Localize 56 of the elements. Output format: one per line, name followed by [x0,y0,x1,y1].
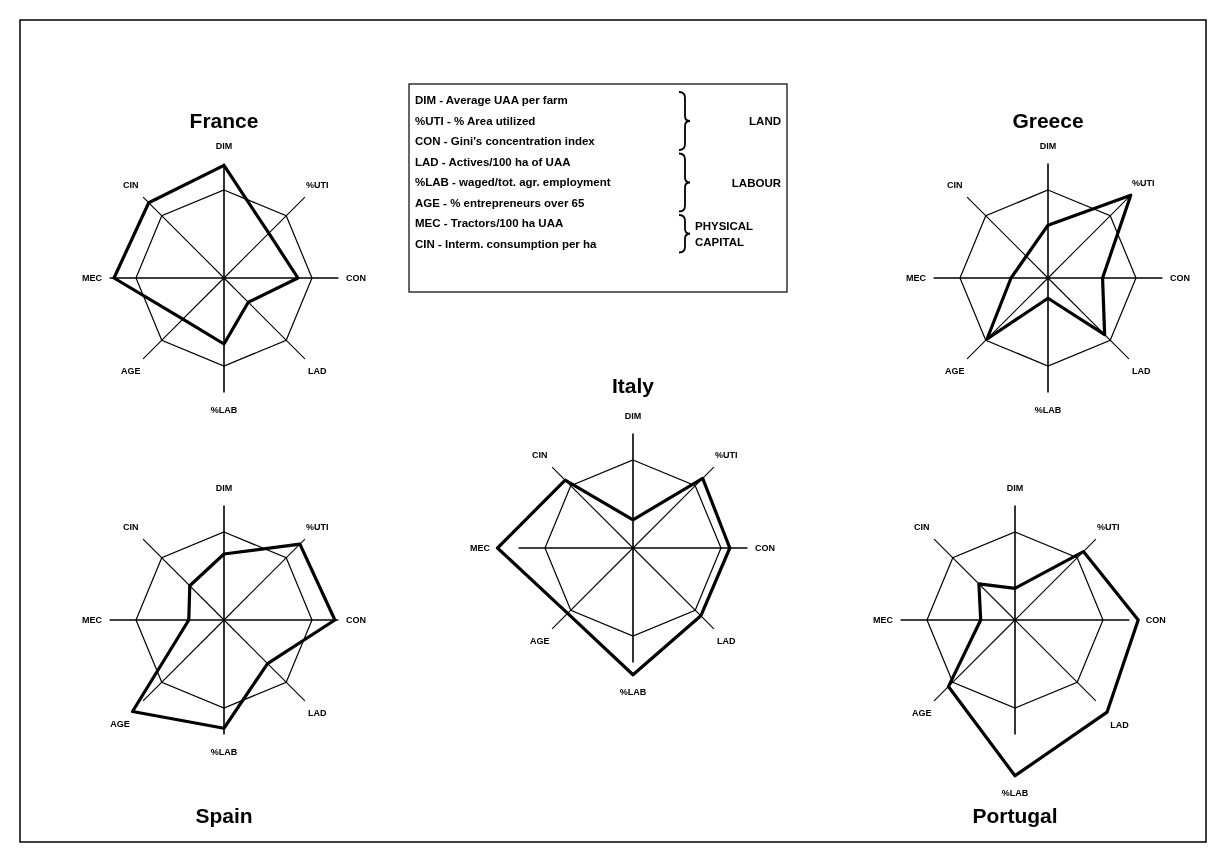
spoke-label: MEC [873,615,894,625]
spoke-label: LAD [1132,366,1152,377]
text: LABOUR [731,176,782,189]
text: CON - Gini's concentration index [415,135,596,147]
spoke-label: CON [346,615,366,625]
spoke-label: CIN [946,179,963,190]
text: LAD - Actives/100 ha of UAA [415,155,571,168]
spoke-label: LAD [717,636,737,647]
text: LAND [749,115,781,127]
spoke-label: %UTI [1131,177,1155,188]
spoke-label: MEC [82,273,103,283]
spoke-label: CON [755,543,775,553]
spoke-label: DIM [215,483,233,493]
text: MEC - Tractors/100 ha UAA [415,217,564,229]
text: Spain [195,804,253,827]
spoke-label: MEC [906,273,927,283]
chart-title: France [189,109,259,132]
text: DIM - Average UAA per farm [415,94,568,106]
spoke-label: %LAB [1034,405,1062,415]
spoke-label: AGE [911,708,932,719]
spoke-label: DIM [215,141,233,151]
spoke-label: %LAB [210,405,238,415]
text: %LAB - waged/tot. agr. employment [415,176,611,188]
spoke-label: %UTI [306,521,329,532]
text: PHYSICAL CAPITAL [695,219,754,248]
spoke-label: DIM [1039,141,1057,151]
spoke-label: AGE [110,718,130,729]
spoke-label: CON [346,273,366,283]
spoke-label: CIN [913,521,930,532]
chart-title: Italy [611,374,655,397]
spoke-label: CIN [122,179,139,190]
spoke-label: LAD [1110,719,1130,730]
spoke-label: %LAB [619,687,647,698]
spoke-label: CIN [122,521,139,532]
spoke-label: AGE [120,366,141,377]
spoke-label: LAD [308,708,328,719]
text: AGE - % entrepreneurs over 65 [415,196,585,209]
spoke-label: CON [1170,273,1190,283]
text: %UTI - % Area utilized [415,114,536,127]
spoke-label: MEC [82,615,103,625]
spoke-label: %UTI [715,449,738,460]
spoke-label: %UTI [306,179,329,190]
spoke-label: AGE [944,366,965,377]
spoke-label: CIN [531,449,548,460]
text: Portugal [972,804,1058,827]
text: CIN - Interm. consumption per ha [415,237,598,250]
spoke-label: %LAB [210,747,238,757]
spoke-label: LAD [308,366,328,377]
spoke-label: MEC [469,543,491,553]
spoke-label: CON [1145,615,1166,625]
chart-title: Greece [1012,109,1084,132]
spoke-label: DIM [1006,483,1024,493]
spoke-label: %LAB [1001,788,1029,799]
spoke-label: %UTI [1097,521,1120,532]
spoke-label: DIM [624,411,642,421]
spoke-label: AGE [529,636,550,647]
